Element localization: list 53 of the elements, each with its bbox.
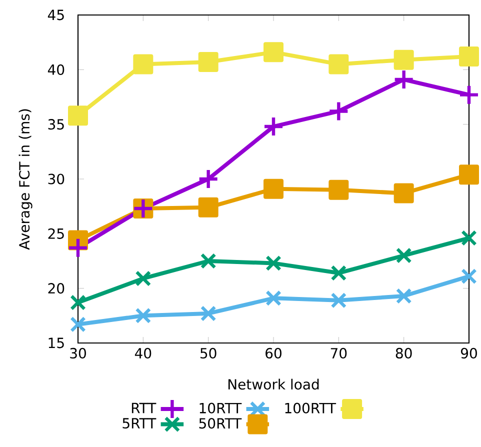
point [328,180,349,200]
point [135,308,152,324]
point [133,54,154,74]
point [67,237,89,258]
point [461,268,477,284]
point [68,106,88,126]
point [70,294,86,311]
y-tick-label: 20 [48,283,64,294]
point [200,253,216,269]
x-tick-label: 60 [266,348,282,359]
point [198,197,218,218]
y-tick-label: 45 [48,10,64,20]
point [198,168,219,190]
point [459,164,479,185]
x-tick-label: 30 [70,348,86,359]
y-tick-label: 25 [48,228,64,239]
point [264,42,284,62]
point [328,100,350,122]
x-tick-label: 80 [396,348,412,359]
legend-label: 5RTT [122,418,156,429]
point [328,54,349,74]
point [396,288,412,304]
point [266,290,282,306]
y-tick-label: 30 [48,174,64,184]
point [70,316,86,332]
x-tick-label: 40 [134,348,152,359]
legend-label: 100RTT [285,402,336,414]
x-tick-label: 90 [460,348,477,359]
point [459,46,479,67]
point [200,306,216,322]
legend-label: 10RTT [200,402,242,414]
point [394,183,414,204]
y-tick-label: 15 [48,338,64,348]
legend-label: 50RTT [199,418,242,429]
point [330,292,347,308]
point [198,52,218,72]
point [396,248,412,264]
y-tick-label: 40 [48,64,64,75]
point [394,50,414,70]
x-axis-title: Network load [228,378,319,390]
y-tick-label: 35 [48,119,64,130]
legend-label: RTT [132,402,156,414]
y-axis-title: Average FCT in (ms) [18,109,32,250]
point [264,178,284,199]
point [330,265,347,281]
point [262,116,284,138]
point [135,270,152,286]
point [461,230,477,246]
x-tick-label: 70 [330,348,347,359]
point [393,68,414,90]
point [458,84,480,106]
x-tick-label: 50 [200,348,216,359]
point [266,255,282,272]
